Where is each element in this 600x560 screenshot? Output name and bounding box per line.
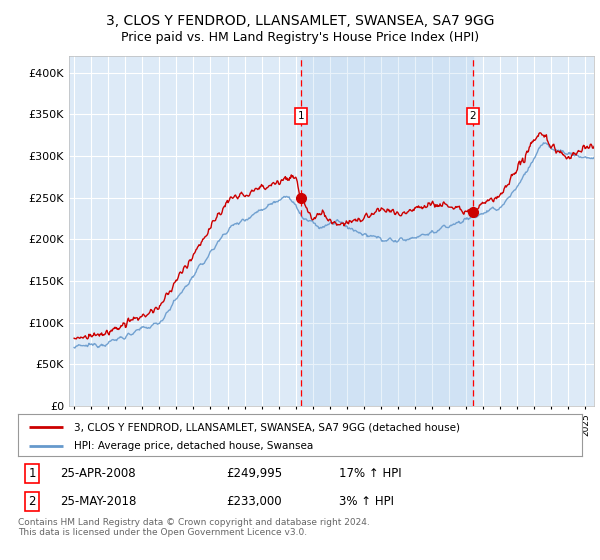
Text: 3, CLOS Y FENDROD, LLANSAMLET, SWANSEA, SA7 9GG: 3, CLOS Y FENDROD, LLANSAMLET, SWANSEA, … xyxy=(106,14,494,28)
Text: 1: 1 xyxy=(298,111,304,121)
Text: HPI: Average price, detached house, Swansea: HPI: Average price, detached house, Swan… xyxy=(74,441,314,451)
Text: £233,000: £233,000 xyxy=(227,495,283,508)
Text: 3% ↑ HPI: 3% ↑ HPI xyxy=(340,495,394,508)
Bar xyxy=(301,56,473,406)
Text: 2: 2 xyxy=(470,111,476,121)
Text: 25-APR-2008: 25-APR-2008 xyxy=(60,466,136,479)
Text: Price paid vs. HM Land Registry's House Price Index (HPI): Price paid vs. HM Land Registry's House … xyxy=(121,31,479,44)
Text: Contains HM Land Registry data © Crown copyright and database right 2024.
This d: Contains HM Land Registry data © Crown c… xyxy=(18,518,370,538)
Text: 25-MAY-2018: 25-MAY-2018 xyxy=(60,495,137,508)
Text: 1: 1 xyxy=(28,466,36,479)
Text: £249,995: £249,995 xyxy=(227,466,283,479)
Text: 17% ↑ HPI: 17% ↑ HPI xyxy=(340,466,402,479)
Text: 3, CLOS Y FENDROD, LLANSAMLET, SWANSEA, SA7 9GG (detached house): 3, CLOS Y FENDROD, LLANSAMLET, SWANSEA, … xyxy=(74,422,460,432)
Text: 2: 2 xyxy=(28,495,36,508)
